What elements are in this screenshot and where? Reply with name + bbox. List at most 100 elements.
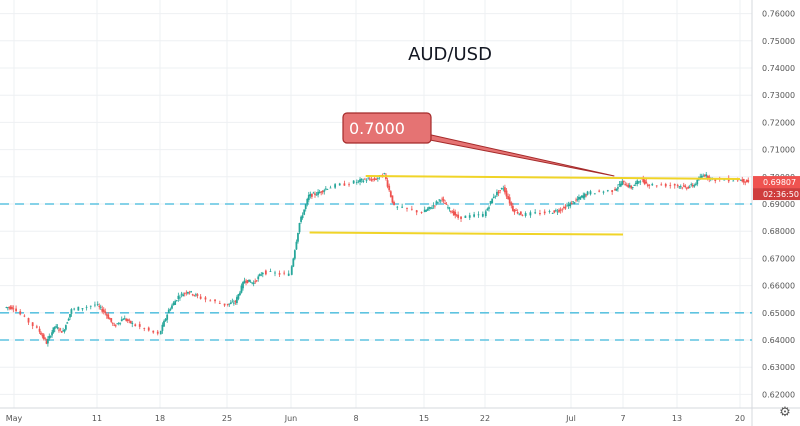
- candle-body: [324, 188, 327, 190]
- candle-body: [639, 181, 642, 183]
- candle-body: [119, 322, 122, 324]
- price-tick-label: 0.69000: [762, 200, 795, 209]
- candle-body: [295, 241, 298, 250]
- candle-body: [373, 178, 376, 180]
- candle-body: [359, 179, 361, 183]
- candle-body: [249, 281, 252, 283]
- candle-body: [52, 327, 55, 333]
- candle-body: [128, 319, 131, 321]
- candle-body: [573, 202, 576, 204]
- candle-body: [229, 302, 232, 304]
- candle-body: [243, 280, 246, 284]
- time-tick-label: 20: [735, 414, 745, 423]
- candle-body: [236, 297, 238, 303]
- candle-body: [188, 292, 191, 294]
- candle-body: [449, 210, 452, 212]
- candle-body: [372, 178, 374, 180]
- candle-body: [569, 202, 572, 207]
- candle-body: [260, 274, 263, 276]
- candle-body: [357, 180, 360, 182]
- candle-body: [309, 193, 312, 197]
- candle-body: [464, 215, 467, 218]
- candle-body: [129, 320, 132, 324]
- candle-body: [35, 326, 38, 328]
- candle-body: [633, 185, 636, 187]
- candle-body: [567, 204, 570, 206]
- price-tick-label: 0.64000: [762, 336, 795, 345]
- candle-body: [55, 325, 58, 327]
- candle-body: [300, 216, 302, 222]
- candle-body: [529, 212, 532, 216]
- candle-body: [49, 336, 52, 338]
- candle-body: [410, 208, 413, 210]
- candle-body: [134, 324, 137, 327]
- candle-body: [518, 213, 521, 215]
- candle-body: [415, 210, 418, 213]
- candle-body: [455, 214, 458, 216]
- candle-body: [513, 209, 516, 213]
- candle-body: [425, 210, 428, 212]
- candle-body: [438, 199, 441, 201]
- candle-body: [245, 281, 247, 283]
- candle-body: [723, 179, 726, 181]
- candlestick-series: [5, 171, 750, 347]
- candle-body: [386, 180, 389, 187]
- candle-body: [320, 191, 323, 193]
- candle-body: [156, 331, 159, 334]
- candle-body: [152, 330, 155, 333]
- candle-body: [388, 185, 391, 191]
- candle-body: [676, 184, 679, 186]
- price-tick-label: 0.75000: [762, 37, 795, 46]
- candle-body: [393, 202, 395, 205]
- time-tick-label: 15: [419, 414, 429, 423]
- candle-body: [191, 294, 194, 296]
- candle-body: [338, 183, 341, 186]
- candle-body: [564, 206, 567, 209]
- candle-body: [258, 274, 261, 276]
- candle-body: [492, 196, 495, 198]
- candle-body: [436, 202, 439, 204]
- price-tick-label: 0.73000: [762, 91, 795, 100]
- candle-body: [138, 324, 141, 327]
- candle-body: [524, 213, 527, 216]
- candle-body: [111, 322, 114, 324]
- candle-body: [630, 186, 633, 189]
- candle-body: [651, 184, 654, 186]
- candle-body: [303, 209, 306, 215]
- candle-body: [298, 223, 301, 233]
- candle-body: [85, 306, 88, 308]
- candle-body: [323, 190, 326, 192]
- candle-body: [246, 280, 249, 283]
- candle-body: [167, 309, 170, 314]
- candle-body: [642, 178, 645, 182]
- candle-body: [69, 314, 71, 318]
- candle-body: [240, 285, 243, 293]
- candle-body: [646, 184, 649, 186]
- candle-body: [696, 179, 699, 185]
- candle-body: [98, 306, 101, 307]
- candle-body: [314, 193, 316, 195]
- candle-body: [348, 184, 350, 186]
- time-tick-label: 25: [222, 414, 232, 423]
- countdown-label: 02:36:50: [763, 190, 799, 199]
- candle-body: [739, 180, 742, 181]
- candle-body: [491, 198, 494, 204]
- gear-icon[interactable]: ⚙: [779, 405, 791, 420]
- candle-body: [143, 328, 146, 329]
- candle-body: [334, 184, 337, 188]
- support-trend-line: [309, 231, 624, 236]
- candle-body: [234, 301, 237, 303]
- candle-body: [120, 319, 123, 322]
- callout-label: 0.7000: [349, 119, 405, 138]
- candle-body: [278, 273, 281, 275]
- candle-body: [5, 307, 8, 308]
- candle-body: [579, 197, 582, 200]
- candle-body: [193, 295, 196, 296]
- candle-body: [166, 314, 169, 320]
- candle-body: [426, 208, 429, 211]
- candle-body: [636, 180, 639, 185]
- candle-body: [73, 308, 76, 310]
- candle-body: [669, 185, 672, 186]
- candle-body: [496, 191, 498, 196]
